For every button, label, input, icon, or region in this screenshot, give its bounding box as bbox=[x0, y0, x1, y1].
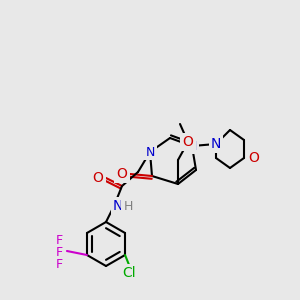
Text: N: N bbox=[211, 137, 221, 151]
Text: N: N bbox=[113, 199, 123, 213]
Text: H: H bbox=[123, 200, 133, 212]
Text: N: N bbox=[145, 146, 155, 158]
Text: F: F bbox=[56, 259, 62, 272]
Text: F: F bbox=[56, 247, 62, 260]
Text: O: O bbox=[117, 167, 128, 181]
Text: N: N bbox=[187, 140, 197, 152]
Text: O: O bbox=[93, 171, 104, 185]
Text: F: F bbox=[56, 235, 62, 248]
Text: Cl: Cl bbox=[122, 266, 136, 280]
Text: O: O bbox=[249, 151, 260, 165]
Text: O: O bbox=[183, 135, 194, 149]
